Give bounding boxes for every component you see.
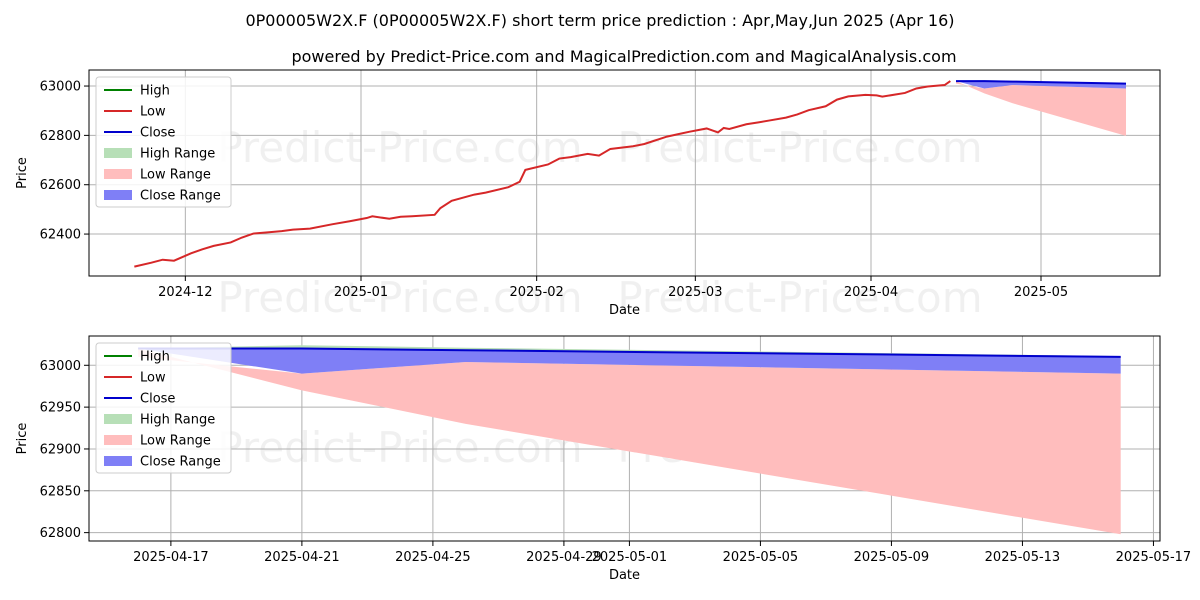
close-price-line xyxy=(956,80,1127,85)
legend: High Low Close High Range Low Range Close Ran… xyxy=(95,76,232,208)
x-tick-label: 2025-05-01 xyxy=(592,550,668,565)
x-tick-label: 2025-04-29 xyxy=(526,550,602,565)
x-tick-label: 2025-05-13 xyxy=(985,550,1061,565)
x-tick-label: 2025-01 xyxy=(334,285,388,300)
legend-label: High xyxy=(140,350,170,365)
legend-label: Close xyxy=(140,126,175,141)
legend-label: Low Range xyxy=(140,168,211,183)
legend-label: Close xyxy=(140,392,175,407)
legend: High Low Close High Range Low Range Close Ran… xyxy=(95,342,232,474)
lower-chart-panel: Predict-Price.comPredict-Price.com2025-0… xyxy=(15,335,1192,583)
y-tick-label: 62800 xyxy=(40,129,81,144)
y-tick-label: 62900 xyxy=(40,442,81,457)
low-range-band xyxy=(956,81,1126,136)
y-tick-label: 63000 xyxy=(40,80,81,95)
legend-label: High xyxy=(140,84,170,99)
legend-label: Low Range xyxy=(140,434,211,449)
watermark-text: Predict-Price.com xyxy=(617,273,982,322)
x-tick-label: 2025-04-17 xyxy=(133,550,209,565)
x-tick-label: 2025-04 xyxy=(844,285,898,300)
y-tick-label: 62400 xyxy=(40,228,81,243)
legend-swatch xyxy=(104,456,132,466)
legend-label: Close Range xyxy=(140,455,221,470)
x-tick-label: 2025-03 xyxy=(668,285,722,300)
x-axis-title: Date xyxy=(609,303,640,318)
chart-title: 0P00005W2X.F (0P00005W2X.F) short term p… xyxy=(245,11,954,30)
plot-frame xyxy=(88,335,1161,542)
x-tick-label: 2025-05-05 xyxy=(723,550,799,565)
x-tick-label: 2025-04-21 xyxy=(264,550,340,565)
y-axis-title: Price xyxy=(15,423,30,455)
legend-swatch xyxy=(104,190,132,200)
x-tick-label: 2025-05 xyxy=(1014,285,1068,300)
legend-label: High Range xyxy=(140,147,215,162)
legend-swatch xyxy=(104,414,132,424)
upper-chart-panel: Predict-Price.com Predict-Price.com Predic… xyxy=(15,69,1161,322)
legend-label: Low xyxy=(140,371,166,386)
low-price-line xyxy=(134,80,951,268)
y-tick-label: 62600 xyxy=(40,178,81,193)
plot-area xyxy=(138,345,1121,535)
x-tick-label: 2025-04-25 xyxy=(395,550,471,565)
x-tick-label: 2024-12 xyxy=(158,285,212,300)
legend-swatch xyxy=(104,435,132,445)
legend-swatch xyxy=(104,169,132,179)
y-axis-title: Price xyxy=(15,157,30,189)
watermark-text: Predict-Price.com xyxy=(217,123,582,172)
x-tick-label: 2025-05-09 xyxy=(854,550,930,565)
legend-label: High Range xyxy=(140,413,215,428)
y-tick-label: 63000 xyxy=(40,359,81,374)
y-tick-label: 62850 xyxy=(40,484,81,499)
chart-subtitle: powered by Predict-Price.com and Magical… xyxy=(291,47,956,66)
watermark-text: Predict-Price.com xyxy=(217,273,582,322)
y-tick-label: 62800 xyxy=(40,526,81,541)
legend-swatch xyxy=(104,148,132,158)
plot-area xyxy=(134,80,1127,268)
watermark-text: Predict-Price.com xyxy=(617,123,982,172)
x-axis-title: Date xyxy=(609,568,640,583)
legend-label: Low xyxy=(140,105,166,120)
legend-label: Close Range xyxy=(140,189,221,204)
plot-frame xyxy=(88,69,1161,277)
x-tick-label: 2025-05-17 xyxy=(1116,550,1192,565)
x-tick-label: 2025-02 xyxy=(510,285,564,300)
low-range-band xyxy=(138,348,1121,535)
y-tick-label: 62950 xyxy=(40,401,81,416)
